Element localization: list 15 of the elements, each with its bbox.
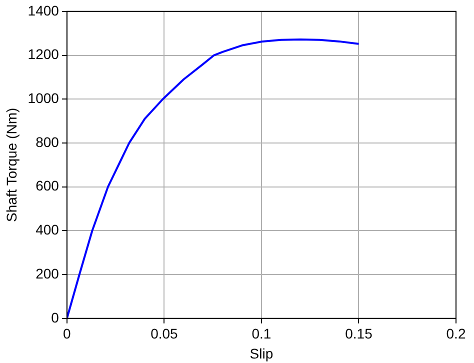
x-tick-label: 0.1 <box>252 326 272 342</box>
x-tick-label: 0.15 <box>345 326 373 342</box>
y-tick-label: 600 <box>36 178 60 194</box>
x-tick-label: 0 <box>63 326 72 342</box>
y-tick-label: 800 <box>36 134 60 150</box>
y-tick-label: 1400 <box>28 2 60 18</box>
y-tick-label: 0 <box>51 309 60 326</box>
x-tick-label: 0.05 <box>150 326 178 342</box>
y-axis-title: Shaft Torque (Nm) <box>3 108 20 222</box>
x-axis-title: Slip <box>250 345 274 362</box>
y-tick-label: 1200 <box>28 46 60 62</box>
y-tick-label: 400 <box>36 222 60 238</box>
y-tick-label: 200 <box>36 265 60 282</box>
x-tick-label: 0.2 <box>446 326 466 342</box>
y-tick-label: 1000 <box>28 90 60 106</box>
